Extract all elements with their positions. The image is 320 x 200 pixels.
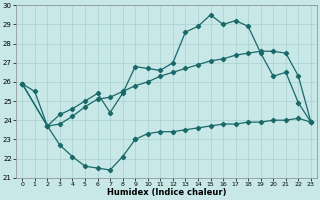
- X-axis label: Humidex (Indice chaleur): Humidex (Indice chaleur): [107, 188, 226, 197]
